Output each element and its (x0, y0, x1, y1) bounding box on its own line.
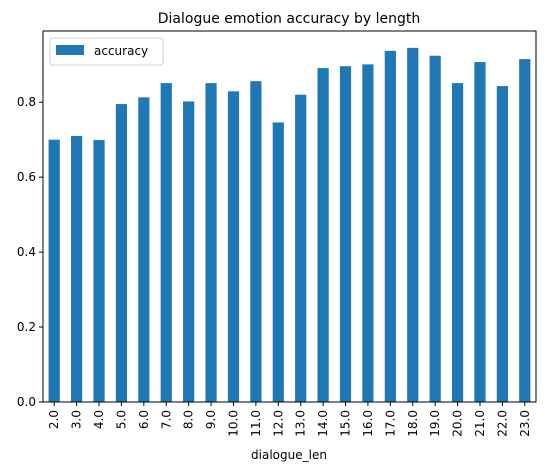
x-tick-label: 2.0 (47, 410, 61, 429)
x-tick-label: 23.0 (518, 410, 532, 437)
y-tick-label: 0.2 (17, 320, 36, 334)
bar-13.0 (295, 94, 307, 403)
x-tick-label: 4.0 (92, 410, 106, 429)
x-tick-label: 7.0 (159, 410, 173, 429)
x-tick-label: 19.0 (428, 410, 442, 437)
x-tick-label: 15.0 (339, 410, 353, 437)
x-tick-label: 5.0 (114, 410, 128, 429)
bar-21.0 (474, 62, 486, 402)
bar-19.0 (429, 55, 441, 402)
legend-swatch (56, 45, 84, 55)
y-tick-label: 0.0 (17, 395, 36, 409)
x-tick-label: 3.0 (70, 410, 84, 429)
bar-20.0 (451, 83, 464, 402)
plot-area: 0.0 0.2 0.4 0.6 0.8 2.0 3.0 4.0 5.0 6.0 7.0 8.0 9.0… (17, 30, 537, 437)
legend-entry-accuracy: accuracy (94, 44, 148, 58)
x-tick-label: 13.0 (294, 410, 308, 437)
x-tick-label: 9.0 (204, 410, 218, 429)
x-tick-label: 21.0 (473, 410, 487, 437)
x-tick-label: 22.0 (495, 410, 509, 437)
chart-title: Dialogue emotion accuracy by length (158, 11, 420, 27)
bar-23.0 (519, 59, 531, 403)
x-tick-label: 6.0 (137, 410, 151, 429)
x-tick-label: 17.0 (383, 410, 397, 437)
plot-frame (42, 30, 537, 403)
bar-11.0 (250, 81, 262, 402)
bar-17.0 (384, 50, 396, 403)
bar-2.0 (48, 139, 60, 402)
bar-group (48, 47, 531, 403)
x-tick-label: 18.0 (406, 410, 420, 437)
bar-9.0 (205, 83, 217, 402)
x-tick-label: 10.0 (226, 410, 240, 437)
x-tick-label: 12.0 (271, 410, 285, 437)
bar-5.0 (115, 104, 128, 402)
x-axis-label: dialogue_len (251, 448, 327, 462)
x-tick-label: 20.0 (451, 410, 465, 437)
y-axis: 0.0 0.2 0.4 0.6 0.8 (17, 95, 43, 409)
bar-22.0 (496, 86, 508, 402)
x-tick-label: 14.0 (316, 410, 330, 437)
bar-8.0 (183, 101, 195, 402)
legend-box (49, 37, 164, 66)
bar-16.0 (362, 64, 374, 402)
x-tick-label: 11.0 (249, 410, 263, 437)
x-axis: 2.0 3.0 4.0 5.0 6.0 7.0 8.0 9.0 10.0 11.0 12.0 13.0… (47, 402, 532, 437)
legend: accuracy (49, 37, 164, 66)
bar-14.0 (317, 68, 329, 402)
bar-15.0 (339, 66, 352, 402)
bar-10.0 (227, 91, 240, 402)
y-tick-label: 0.8 (17, 95, 36, 109)
y-tick-label: 0.6 (17, 170, 36, 184)
bar-6.0 (138, 97, 150, 402)
bar-12.0 (272, 122, 284, 402)
x-tick-label: 8.0 (182, 410, 196, 429)
x-tick-label: 16.0 (361, 410, 375, 437)
bar-3.0 (71, 135, 83, 402)
bar-18.0 (407, 47, 419, 403)
bar-4.0 (93, 140, 105, 403)
y-tick-label: 0.4 (17, 245, 36, 259)
bar-7.0 (160, 83, 172, 402)
